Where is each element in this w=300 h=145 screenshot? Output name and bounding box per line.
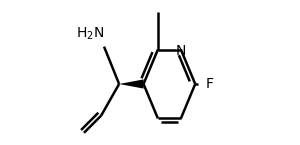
Text: F: F [205, 77, 213, 91]
Polygon shape [119, 79, 143, 89]
Text: H$_2$N: H$_2$N [76, 26, 104, 42]
Text: N: N [176, 44, 186, 58]
